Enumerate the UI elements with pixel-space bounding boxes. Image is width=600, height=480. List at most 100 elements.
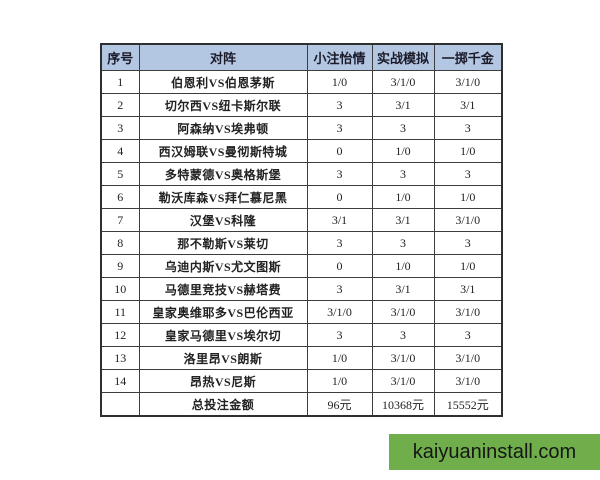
table-row: 13 洛里昂VS朗斯 1/0 3/1/0 3/1/0 [100, 346, 503, 370]
small-bet-cell: 3 [306, 116, 373, 140]
big-bet-cell: 3/1 [433, 93, 503, 117]
table-row: 2 切尔西VS纽卡斯尔联 3 3/1 3/1 [100, 93, 503, 117]
simulation-cell: 3 [371, 231, 435, 255]
table-row: 7 汉堡VS科隆 3/1 3/1 3/1/0 [100, 208, 503, 232]
col-header-big-bet: 一掷千金 [433, 43, 503, 71]
match-cell: 汉堡VS科隆 [138, 208, 308, 232]
match-cell: 乌迪内斯VS尤文图斯 [138, 254, 308, 278]
simulation-cell: 1/0 [371, 254, 435, 278]
match-cell: 伯恩利VS伯恩茅斯 [138, 70, 308, 94]
row-index-cell: 3 [100, 116, 140, 140]
table-row: 5 多特蒙德VS奥格斯堡 3 3 3 [100, 162, 503, 186]
watermark-text: kaiyuaninstall.com [412, 440, 577, 463]
row-index-cell: 6 [100, 185, 140, 209]
watermark: kaiyuaninstall.com [389, 434, 600, 470]
match-cell: 皇家马德里VS埃尔切 [138, 323, 308, 347]
col-header-simulation: 实战模拟 [371, 43, 435, 71]
row-index-cell: 14 [100, 369, 140, 393]
match-cell: 那不勒斯VS莱切 [138, 231, 308, 255]
big-bet-cell: 1/0 [433, 185, 503, 209]
big-bet-cell: 3 [433, 323, 503, 347]
total-empty-cell [100, 392, 140, 417]
table-row: 6 勒沃库森VS拜仁慕尼黑 0 1/0 1/0 [100, 185, 503, 209]
big-bet-cell: 3 [433, 162, 503, 186]
simulation-cell: 3/1 [371, 277, 435, 301]
simulation-cell: 3/1/0 [371, 300, 435, 324]
match-cell: 阿森纳VS埃弗顿 [138, 116, 308, 140]
small-bet-cell: 0 [306, 254, 373, 278]
big-bet-cell: 3/1/0 [433, 208, 503, 232]
big-bet-cell: 3/1/0 [433, 70, 503, 94]
small-bet-cell: 3 [306, 277, 373, 301]
big-bet-cell: 3/1/0 [433, 369, 503, 393]
table-row: 1 伯恩利VS伯恩茅斯 1/0 3/1/0 3/1/0 [100, 70, 503, 94]
row-index-cell: 4 [100, 139, 140, 163]
big-bet-cell: 3/1/0 [433, 346, 503, 370]
col-header-index: 序号 [100, 43, 140, 71]
simulation-cell: 1/0 [371, 185, 435, 209]
simulation-cell: 3/1 [371, 93, 435, 117]
small-bet-cell: 0 [306, 185, 373, 209]
simulation-cell: 1/0 [371, 139, 435, 163]
small-bet-cell: 3 [306, 162, 373, 186]
table-row: 4 西汉姆联VS曼彻斯特城 0 1/0 1/0 [100, 139, 503, 163]
small-bet-cell: 1/0 [306, 346, 373, 370]
small-bet-cell: 3 [306, 323, 373, 347]
table-row: 10 马德里竞技VS赫塔费 3 3/1 3/1 [100, 277, 503, 301]
small-bet-cell: 3/1/0 [306, 300, 373, 324]
col-header-match: 对阵 [138, 43, 308, 71]
row-index-cell: 8 [100, 231, 140, 255]
table-row: 3 阿森纳VS埃弗顿 3 3 3 [100, 116, 503, 140]
small-bet-cell: 3/1 [306, 208, 373, 232]
big-bet-cell: 1/0 [433, 254, 503, 278]
simulation-cell: 3/1/0 [371, 346, 435, 370]
big-bet-cell: 3/1/0 [433, 300, 503, 324]
table-body: 1 伯恩利VS伯恩茅斯 1/0 3/1/0 3/1/0 2 切尔西VS纽卡斯尔联 3 3/1 3/… [100, 70, 503, 393]
total-big-bet-value: 15552元 [433, 392, 503, 417]
row-index-cell: 7 [100, 208, 140, 232]
match-cell: 皇家奥维耶多VS巴伦西亚 [138, 300, 308, 324]
row-index-cell: 2 [100, 93, 140, 117]
table-row: 11 皇家奥维耶多VS巴伦西亚 3/1/0 3/1/0 3/1/0 [100, 300, 503, 324]
row-index-cell: 13 [100, 346, 140, 370]
table-row: 14 昂热VS尼斯 1/0 3/1/0 3/1/0 [100, 369, 503, 393]
simulation-cell: 3/1/0 [371, 369, 435, 393]
big-bet-cell: 1/0 [433, 139, 503, 163]
table-row: 12 皇家马德里VS埃尔切 3 3 3 [100, 323, 503, 347]
row-index-cell: 5 [100, 162, 140, 186]
col-header-small-bet: 小注怡情 [306, 43, 373, 71]
simulation-cell: 3 [371, 323, 435, 347]
row-index-cell: 1 [100, 70, 140, 94]
row-index-cell: 11 [100, 300, 140, 324]
small-bet-cell: 0 [306, 139, 373, 163]
total-small-bet-value: 96元 [306, 392, 373, 417]
row-index-cell: 10 [100, 277, 140, 301]
row-index-cell: 12 [100, 323, 140, 347]
total-simulation-value: 10368元 [371, 392, 435, 417]
big-bet-cell: 3 [433, 231, 503, 255]
total-label: 总投注金额 [138, 392, 308, 417]
table-row: 8 那不勒斯VS莱切 3 3 3 [100, 231, 503, 255]
match-cell: 切尔西VS纽卡斯尔联 [138, 93, 308, 117]
simulation-cell: 3/1/0 [371, 70, 435, 94]
big-bet-cell: 3/1 [433, 277, 503, 301]
simulation-cell: 3/1 [371, 208, 435, 232]
big-bet-cell: 3 [433, 116, 503, 140]
small-bet-cell: 3 [306, 93, 373, 117]
total-row: 总投注金额 96元 10368元 15552元 [100, 392, 503, 417]
betting-table: 序号 对阵 小注怡情 实战模拟 一掷千金 1 伯恩利VS伯恩茅斯 1/0 3/1/0 3… [100, 43, 503, 417]
match-cell: 洛里昂VS朗斯 [138, 346, 308, 370]
row-index-cell: 9 [100, 254, 140, 278]
simulation-cell: 3 [371, 162, 435, 186]
match-cell: 多特蒙德VS奥格斯堡 [138, 162, 308, 186]
match-cell: 昂热VS尼斯 [138, 369, 308, 393]
header-row: 序号 对阵 小注怡情 实战模拟 一掷千金 [100, 43, 503, 71]
match-cell: 勒沃库森VS拜仁慕尼黑 [138, 185, 308, 209]
small-bet-cell: 1/0 [306, 70, 373, 94]
small-bet-cell: 1/0 [306, 369, 373, 393]
simulation-cell: 3 [371, 116, 435, 140]
small-bet-cell: 3 [306, 231, 373, 255]
match-cell: 马德里竞技VS赫塔费 [138, 277, 308, 301]
match-cell: 西汉姆联VS曼彻斯特城 [138, 139, 308, 163]
